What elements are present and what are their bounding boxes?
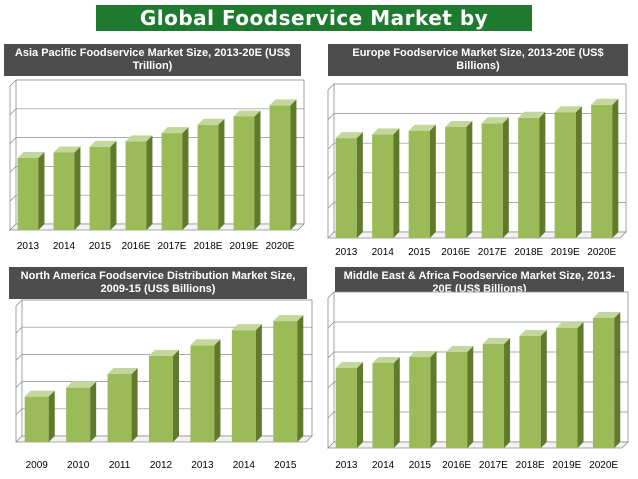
x-tick-label: 2015	[274, 460, 297, 471]
bar	[89, 140, 117, 230]
x-tick-label: 2011	[109, 460, 131, 471]
x-tick-label: 2015	[89, 241, 112, 252]
bar	[107, 368, 138, 442]
bar	[233, 110, 261, 230]
chart-europe: 2013 2014 2015 2016E 2017E 2018E 2019E 2020E	[327, 83, 627, 258]
x-tick-label: 2017E	[479, 460, 508, 471]
bar	[269, 99, 297, 230]
bar	[408, 124, 436, 238]
gridline	[9, 108, 304, 116]
x-tick-label: 2020E	[589, 460, 618, 471]
bar	[24, 390, 55, 442]
x-tick-label: 2018E	[514, 247, 543, 258]
bar	[409, 351, 437, 448]
bar	[372, 128, 400, 238]
bar	[335, 132, 363, 238]
x-tick-label: 2010	[67, 460, 90, 471]
x-tick-label: 2013	[335, 247, 358, 258]
bar	[161, 127, 189, 230]
chart-middle-east-africa: 2013 2014 2015 2016E 2017E 2018E 2019E 2020E	[327, 291, 629, 471]
bar	[445, 121, 473, 238]
bar	[554, 106, 582, 238]
bar	[518, 111, 546, 238]
page-title: Global Foodservice Market by Region	[96, 5, 532, 56]
x-tick-label: 2016E	[442, 460, 471, 471]
x-tick-label: 2014	[372, 247, 395, 258]
x-tick-label: 2019E	[230, 241, 259, 252]
x-tick-label: 2014	[53, 241, 76, 252]
bar	[231, 324, 262, 442]
x-tick-label: 2018E	[516, 460, 545, 471]
x-tick-label: 2017E	[158, 241, 187, 252]
x-tick-label: 2015	[408, 247, 431, 258]
bar	[148, 349, 180, 442]
x-tick-label: 2012	[150, 460, 173, 471]
bar	[66, 381, 97, 442]
x-tick-label: 2016E	[441, 247, 470, 258]
x-tick-label: 2013	[335, 460, 358, 471]
x-tick-label: 2013	[17, 241, 40, 252]
chart-title-asia-pacific: Asia Pacific Foodservice Market Size, 20…	[4, 44, 301, 76]
x-tick-label: 2015	[409, 460, 432, 471]
x-tick-label: 2019E	[551, 247, 580, 258]
x-tick-label: 2014	[372, 460, 395, 471]
chart-asia-pacific: 2013 2014 2015 2016E 2017E 2018E 2019E 2020E	[9, 79, 305, 252]
bar	[482, 338, 511, 448]
bar	[53, 146, 81, 230]
x-tick-label: 2017E	[478, 247, 507, 258]
bar	[190, 339, 221, 442]
bar	[197, 118, 225, 230]
x-tick-label: 2020E	[266, 241, 295, 252]
bar	[372, 357, 400, 448]
chart-title-north-america: North America Foodservice Distribution M…	[9, 267, 307, 299]
bar	[519, 330, 547, 448]
bar	[335, 362, 364, 448]
x-tick-label: 2016E	[122, 241, 151, 252]
bar	[591, 98, 619, 238]
x-tick-label: 2018E	[194, 241, 223, 252]
gridline	[15, 326, 312, 334]
bar	[273, 315, 304, 442]
bar	[481, 117, 509, 238]
bar	[556, 322, 584, 448]
x-tick-label: 2013	[191, 460, 214, 471]
chart-north-america: 2009 2010 2011 2012 2013 2014 2015	[15, 299, 313, 471]
x-tick-label: 2009	[26, 460, 49, 471]
chart-title-europe: Europe Foodservice Market Size, 2013-20E…	[328, 44, 628, 76]
bar	[125, 135, 153, 230]
bar	[17, 152, 45, 230]
x-tick-label: 2014	[233, 460, 256, 471]
bar	[592, 312, 621, 448]
x-tick-label: 2019E	[552, 460, 581, 471]
bar	[445, 346, 474, 448]
x-tick-label: 2020E	[587, 247, 616, 258]
